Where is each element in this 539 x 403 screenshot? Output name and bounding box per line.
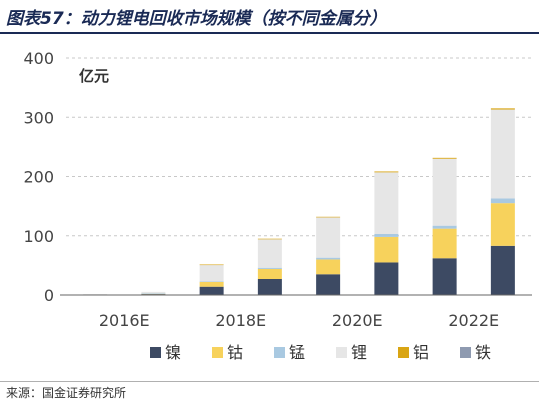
legend-swatch-3 — [336, 347, 347, 358]
chart-title: 图表57：动力锂电回收市场规模（按不同金属分） — [6, 9, 387, 29]
bar-2017-series-2 — [141, 293, 166, 294]
bar-2020-series-0 — [316, 274, 341, 295]
bar-2023-series-4 — [490, 108, 515, 110]
y-tick-label-400: 400 — [23, 49, 54, 68]
legend-layer: 镍钴锰锂铝铁 — [150, 343, 491, 362]
legend-label-4: 铝 — [413, 343, 429, 362]
bar-2016-series-3 — [83, 294, 108, 295]
legend-label-3: 锂 — [351, 343, 367, 362]
grid-layer — [66, 57, 532, 237]
legend-swatch-5 — [460, 347, 471, 358]
source-divider — [0, 381, 539, 382]
bar-2019-series-3 — [257, 239, 282, 268]
x-tick-label-2018: 2018E — [215, 311, 266, 330]
bar-2021-series-1 — [374, 236, 399, 263]
legend-label-5: 铁 — [475, 343, 491, 362]
x-tick-label-2022: 2022E — [448, 311, 499, 330]
bar-2021-series-0 — [374, 262, 399, 295]
legend-label-1: 钴 — [227, 343, 243, 362]
stacked-bar-chart: 0 100 200 300 400 亿元 2016E 2018E 2020E 2022E 镍 钴 锰 锂… — [23, 49, 532, 362]
bar-2019-series-0 — [257, 279, 282, 295]
axis-layer: 0 100 200 300 400 亿元 2016E 2018E 2020E 2022E — [23, 49, 532, 330]
bar-2018-series-1 — [199, 281, 224, 287]
y-tick-label-300: 300 — [23, 108, 54, 127]
legend-swatch-4 — [398, 347, 409, 358]
bars-layer — [83, 108, 515, 296]
legend-label-0: 镍 — [165, 343, 181, 362]
bar-2022-series-1 — [432, 228, 457, 259]
bar-2023-series-3 — [490, 109, 515, 199]
bar-2019-series-2 — [257, 267, 282, 269]
legend-swatch-2 — [274, 347, 285, 358]
bar-2023-series-0 — [490, 245, 515, 295]
bar-2022-series-3 — [432, 158, 457, 226]
bar-2020-series-2 — [316, 257, 341, 260]
bar-2023-series-1 — [490, 203, 515, 246]
bar-2018-series-4 — [199, 264, 224, 266]
legend-label-2: 锰 — [289, 343, 305, 362]
bar-2018-series-2 — [199, 281, 224, 282]
bar-2017-series-3 — [141, 291, 166, 294]
title-underline — [0, 32, 539, 34]
y-tick-label-100: 100 — [23, 227, 54, 246]
bar-2020-series-3 — [316, 217, 341, 258]
legend-swatch-1 — [212, 347, 223, 358]
x-tick-label-2016: 2016E — [99, 311, 150, 330]
source-note: 来源：国金证券研究所 — [6, 386, 127, 400]
bar-2023-series-2 — [490, 198, 515, 204]
bar-2021-series-2 — [374, 233, 399, 237]
legend-swatch-0 — [150, 347, 161, 358]
bar-2018-series-3 — [199, 264, 224, 282]
y-unit-label: 亿元 — [79, 67, 109, 85]
y-tick-label-0: 0 — [44, 286, 54, 305]
bar-2020-series-1 — [316, 259, 341, 275]
y-tick-label-200: 200 — [23, 168, 54, 187]
bar-2022-series-2 — [432, 225, 457, 229]
bar-2022-series-0 — [432, 258, 457, 295]
bar-2018-series-0 — [199, 286, 224, 295]
x-tick-label-2020: 2020E — [332, 311, 383, 330]
bar-2019-series-4 — [257, 238, 282, 240]
bar-2019-series-1 — [257, 268, 282, 280]
bar-2020-series-4 — [316, 216, 341, 218]
bar-2021-series-3 — [374, 172, 399, 234]
bar-2022-series-4 — [432, 157, 457, 159]
bar-2021-series-4 — [374, 171, 399, 173]
